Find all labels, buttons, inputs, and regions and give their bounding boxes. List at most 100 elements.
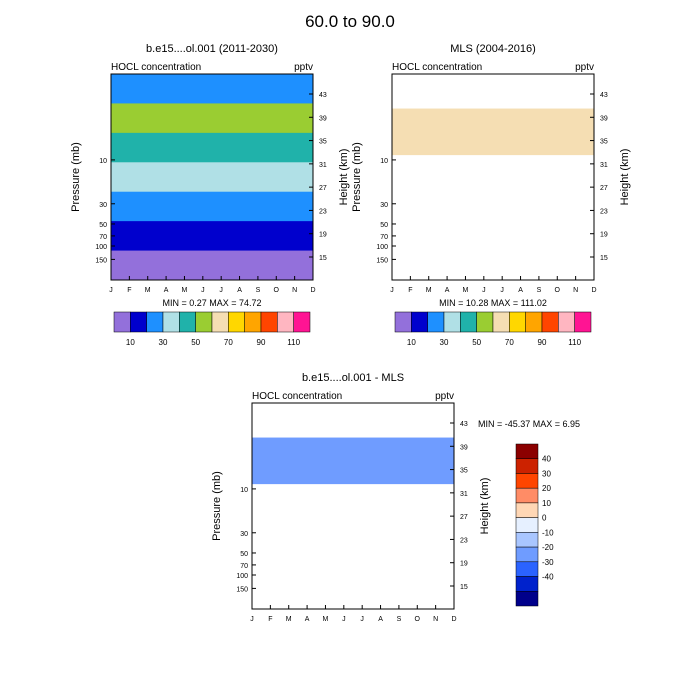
colorbar-label: 30	[542, 469, 551, 478]
x-tick-label: J	[342, 616, 346, 623]
x-tick-label: A	[378, 616, 383, 623]
colorbar-label: 30	[159, 338, 168, 347]
y-tick-label: 10	[99, 158, 107, 165]
colorbar-label: -30	[542, 558, 554, 567]
colorbar-cell	[476, 311, 494, 333]
x-tick-label: A	[164, 287, 169, 294]
colorbar-label: -20	[542, 543, 554, 552]
y2-tick-label: 43	[600, 92, 608, 99]
x-tick-label: M	[463, 287, 469, 294]
y2-tick-label: 15	[319, 255, 327, 262]
colorbar-cell	[515, 591, 539, 607]
y-tick-label: 50	[380, 222, 388, 229]
x-tick-label: J	[201, 287, 205, 294]
contour-band	[392, 108, 594, 156]
panel-diff: b.e15....ol.001 - MLS HOCL concentration p…	[211, 372, 580, 623]
x-tick-label: F	[268, 616, 272, 623]
y2-tick-label: 39	[460, 444, 468, 451]
x-tick-label: M	[286, 616, 292, 623]
colorbar-cell	[244, 311, 262, 333]
colorbar-label: 110	[568, 338, 581, 347]
variable-label: HOCL concentration	[111, 62, 201, 73]
y2-tick-label: 19	[600, 232, 608, 239]
colorbar-cell	[492, 311, 510, 333]
colorbar-cell	[293, 311, 311, 333]
colorbar-cell	[515, 561, 539, 577]
colorbar-cell	[179, 311, 196, 333]
colorbar-cell	[411, 311, 428, 333]
colorbar-cell	[515, 473, 539, 489]
y-tick-label: 100	[236, 573, 248, 580]
x-tick-label: D	[591, 287, 596, 294]
contour-band	[252, 437, 454, 485]
colorbar-cell	[460, 311, 477, 333]
y2-tick-label: 15	[460, 584, 468, 591]
colorbar-label: -10	[542, 528, 554, 537]
colorbar-label: 10	[126, 338, 135, 347]
colorbar-cell	[515, 517, 539, 533]
x-tick-label: D	[310, 287, 315, 294]
y2-tick-label: 31	[319, 162, 327, 169]
y2-tick-label: 35	[319, 139, 327, 146]
contour-band	[111, 162, 313, 193]
x-tick-label: D	[451, 616, 456, 623]
x-tick-label: J	[482, 287, 486, 294]
x-tick-label: S	[397, 616, 402, 623]
y2-tick-label: 27	[600, 185, 608, 192]
colorbar-label: 90	[538, 338, 547, 347]
y-tick-label: 50	[240, 551, 248, 558]
stats-text: MIN = 0.27 MAX = 74.72	[162, 298, 261, 308]
y2-tick-label: 39	[600, 115, 608, 122]
contour-band	[111, 132, 313, 163]
colorbar-label: 10	[542, 499, 551, 508]
units-label: pptv	[435, 391, 454, 402]
y2-tick-label: 43	[460, 421, 468, 428]
colorbar-cell	[509, 311, 526, 333]
colorbar-label: -40	[542, 573, 554, 582]
y-tick-label: 10	[380, 158, 388, 165]
colorbar-cell	[146, 311, 164, 333]
stats-text: MIN = -45.37 MAX = 6.95	[478, 419, 580, 429]
colorbar-cell	[195, 311, 213, 333]
colorbar-cell	[541, 311, 559, 333]
y2-tick-label: 23	[460, 537, 468, 544]
x-tick-label: F	[408, 287, 412, 294]
x-tick-label: M	[145, 287, 151, 294]
y2-tick-label: 27	[460, 514, 468, 521]
colorbar-label: 90	[257, 338, 266, 347]
panel-title: b.e15....ol.001 (2011-2030)	[146, 43, 278, 55]
colorbar-cell	[515, 487, 539, 504]
colorbar-cell	[260, 311, 278, 333]
y2-tick-label: 23	[319, 208, 327, 215]
colorbar-cell	[162, 311, 180, 333]
y2-axis-label: Height (km)	[619, 149, 631, 206]
x-tick-label: N	[433, 616, 438, 623]
x-tick-label: J	[360, 616, 364, 623]
colorbar-label: 50	[472, 338, 481, 347]
x-tick-label: O	[555, 287, 561, 294]
y2-tick-label: 31	[600, 162, 608, 169]
x-tick-label: O	[274, 287, 280, 294]
colorbar-cell	[515, 576, 539, 592]
colorbar-cell	[394, 311, 412, 333]
colorbar-label: 110	[287, 338, 300, 347]
x-tick-label: A	[237, 287, 242, 294]
colorbar-cell	[211, 311, 229, 333]
colorbar-cell	[515, 546, 539, 563]
panel-mls: MLS (2004-2016) HOCL concentration pptv J F M…	[351, 43, 631, 347]
contour-band	[111, 221, 313, 252]
y-axis-label: Pressure (mb)	[211, 471, 223, 541]
y2-tick-label: 43	[319, 92, 327, 99]
x-tick-label: J	[500, 287, 504, 294]
plot-frame	[110, 73, 314, 281]
colorbar-cell	[228, 311, 245, 333]
x-tick-label: S	[537, 287, 542, 294]
colorbar-cell	[515, 502, 539, 518]
figure-title: 60.0 to 90.0	[305, 12, 395, 31]
colorbar-cell	[443, 311, 461, 333]
units-label: pptv	[294, 62, 313, 73]
colorbar-label: 30	[440, 338, 449, 347]
x-tick-label: O	[415, 616, 421, 623]
colorbar-label: 70	[224, 338, 233, 347]
y2-axis-label: Height (km)	[479, 478, 491, 535]
